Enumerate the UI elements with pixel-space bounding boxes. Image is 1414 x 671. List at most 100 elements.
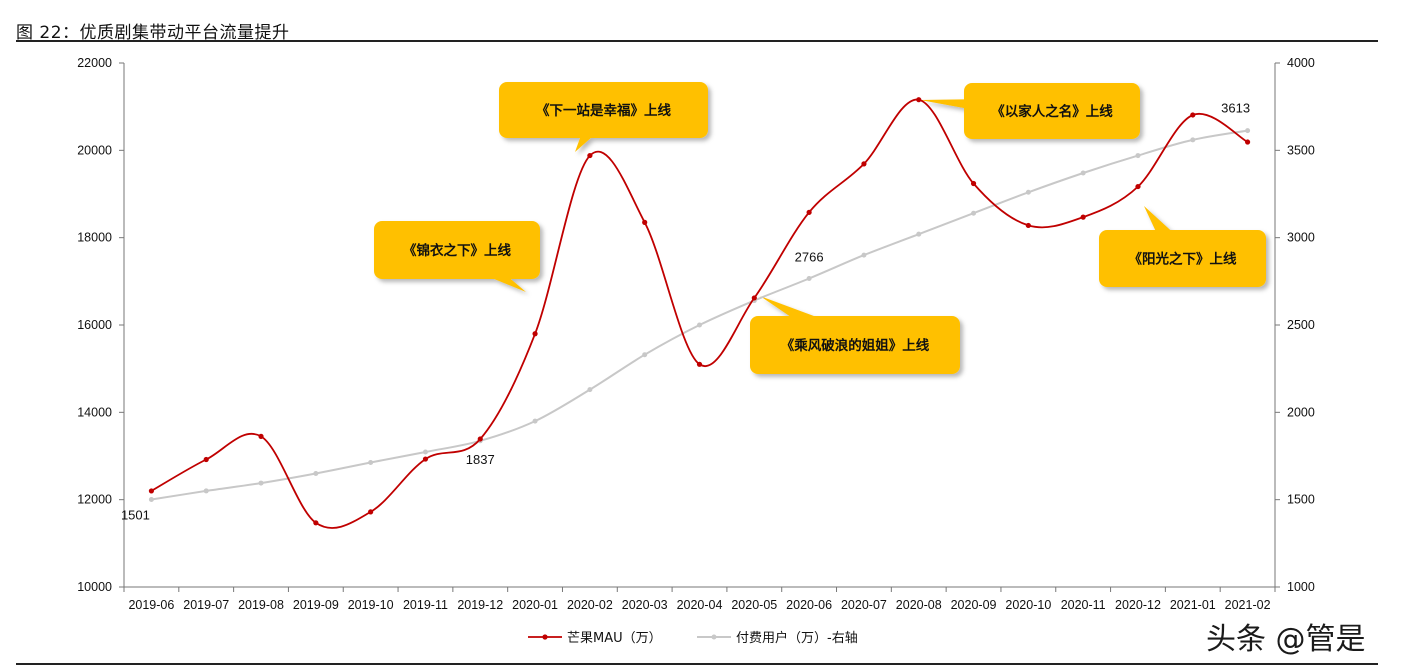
series-line-paid-users — [151, 129, 1248, 501]
point-paid-users — [313, 470, 319, 476]
point-mau — [148, 488, 155, 494]
point-mau — [970, 180, 977, 187]
callouts: 《锦衣之下》上线 《下一站是幸福》上线《乘风破浪的姐姐》上线 《以家人之名》上线《阳… — [374, 82, 1266, 374]
callout-label: 《阳光之下》上线 — [1129, 251, 1237, 268]
point-mau — [203, 456, 209, 463]
point-mau — [368, 509, 374, 515]
data-label: 1501 — [121, 507, 150, 522]
point-mau — [532, 331, 538, 337]
point-mau — [587, 152, 593, 159]
point-mau — [806, 209, 812, 215]
point-paid-users — [258, 480, 264, 486]
x-tick-label: 2019-12 — [457, 598, 503, 612]
x-tick-label: 2020-05 — [731, 598, 777, 612]
data-label: 1837 — [466, 452, 495, 467]
legend-label-paid-users: 付费用户（万）-右轴 — [736, 630, 858, 646]
callout-box — [1099, 206, 1266, 287]
callout-rect — [1099, 230, 1266, 287]
x-tick-label: 2020-10 — [1005, 598, 1051, 612]
point-paid-users — [861, 252, 867, 258]
point-paid-users — [203, 488, 209, 494]
y-right-tick-label: 4000 — [1287, 56, 1315, 70]
point-mau — [313, 520, 319, 526]
legend-label-mau: 芒果MAU（万） — [567, 630, 662, 646]
x-tick-label: 2020-04 — [677, 598, 723, 612]
x-tick-label: 2020-08 — [896, 598, 942, 612]
point-mau — [1135, 183, 1141, 190]
x-tick-label: 2020-02 — [567, 598, 613, 612]
legend-marker-paid-users — [711, 634, 717, 640]
y-left-tick-label: 20000 — [77, 143, 112, 157]
point-mau — [422, 456, 429, 462]
bottom-rule — [16, 663, 1378, 665]
point-mau — [696, 361, 703, 367]
callout-rect — [964, 83, 1140, 139]
point-paid-users — [916, 231, 922, 237]
point-paid-users — [1190, 137, 1196, 143]
x-tick-label: 2019-10 — [348, 598, 394, 612]
figure-title: 图 22：优质剧集带动平台流量提升 — [16, 23, 290, 43]
x-tick-label: 2019-11 — [403, 598, 448, 612]
point-paid-users — [368, 459, 374, 465]
series — [148, 97, 1251, 529]
watermark: 头条 @管是 — [1206, 622, 1366, 657]
y-right-tick-label: 1500 — [1287, 493, 1315, 507]
callout-label: 《锦衣之下》上线 — [403, 242, 511, 259]
point-mau — [1244, 139, 1251, 145]
point-mau — [477, 436, 483, 442]
point-paid-users — [697, 322, 702, 328]
y-left-tick-label: 22000 — [77, 56, 112, 70]
callout-label: 《乘风破浪的姐姐》上线 — [781, 337, 930, 354]
y-right-tick-label: 2000 — [1287, 405, 1315, 419]
point-paid-users — [1080, 170, 1086, 176]
callout-rect — [750, 316, 960, 374]
callout-label: 《以家人之名》上线 — [991, 103, 1113, 120]
y-left-tick-label: 12000 — [77, 493, 112, 507]
point-paid-users — [532, 418, 538, 424]
point-mau — [1080, 214, 1086, 220]
point-paid-users — [422, 449, 428, 455]
point-mau — [916, 97, 922, 103]
callout-box — [499, 82, 708, 152]
x-tick-label: 2019-08 — [238, 598, 284, 612]
callout-box — [920, 83, 1140, 139]
y-left-tick-label: 16000 — [77, 318, 112, 332]
callout-box — [750, 296, 960, 374]
y-left-tick-label: 18000 — [77, 231, 112, 245]
point-paid-users — [971, 210, 977, 216]
axes: 10000 12000 14000 16000 18000 20000 22000 1000 1… — [77, 56, 1315, 612]
x-tick-label: 2020-12 — [1115, 598, 1161, 612]
x-tick-label: 2019-06 — [128, 598, 174, 612]
y-right-tick-label: 3500 — [1287, 143, 1315, 157]
legend-marker-mau — [542, 634, 548, 640]
y-left-tick-label: 14000 — [77, 405, 112, 419]
point-paid-users — [1135, 153, 1141, 159]
x-tick-label: 2019-09 — [293, 598, 339, 612]
y-right-tick-label: 1000 — [1287, 580, 1315, 594]
y-right-tick-label: 3000 — [1287, 231, 1315, 245]
point-mau — [1025, 222, 1031, 229]
callout-label: 《下一站是幸福》上线 — [536, 102, 671, 119]
callout-box — [374, 221, 540, 292]
x-tick-label: 2019-07 — [183, 598, 229, 612]
point-paid-users — [1245, 128, 1251, 134]
top-rule — [16, 40, 1378, 42]
data-label: 3613 — [1221, 101, 1250, 116]
legend: 芒果MAU（万） 付费用户（万）-右轴 — [528, 630, 858, 646]
x-tick-label: 2020-01 — [512, 598, 558, 612]
x-tick-label: 2021-02 — [1225, 598, 1271, 612]
point-mau — [861, 161, 867, 167]
x-tick-label: 2020-09 — [951, 598, 997, 612]
point-mau — [642, 219, 648, 225]
callout-rect — [374, 221, 540, 279]
point-paid-users — [806, 276, 812, 282]
point-paid-users — [642, 352, 648, 358]
series-line-mau — [150, 98, 1249, 529]
callout-rect — [499, 82, 708, 138]
x-tick-label: 2021-01 — [1170, 598, 1216, 612]
point-mau — [1190, 112, 1196, 118]
data-labels: 1501 1837 2766 3613 — [121, 101, 1250, 523]
x-tick-label: 2020-07 — [841, 598, 887, 612]
point-paid-users — [1025, 189, 1031, 195]
